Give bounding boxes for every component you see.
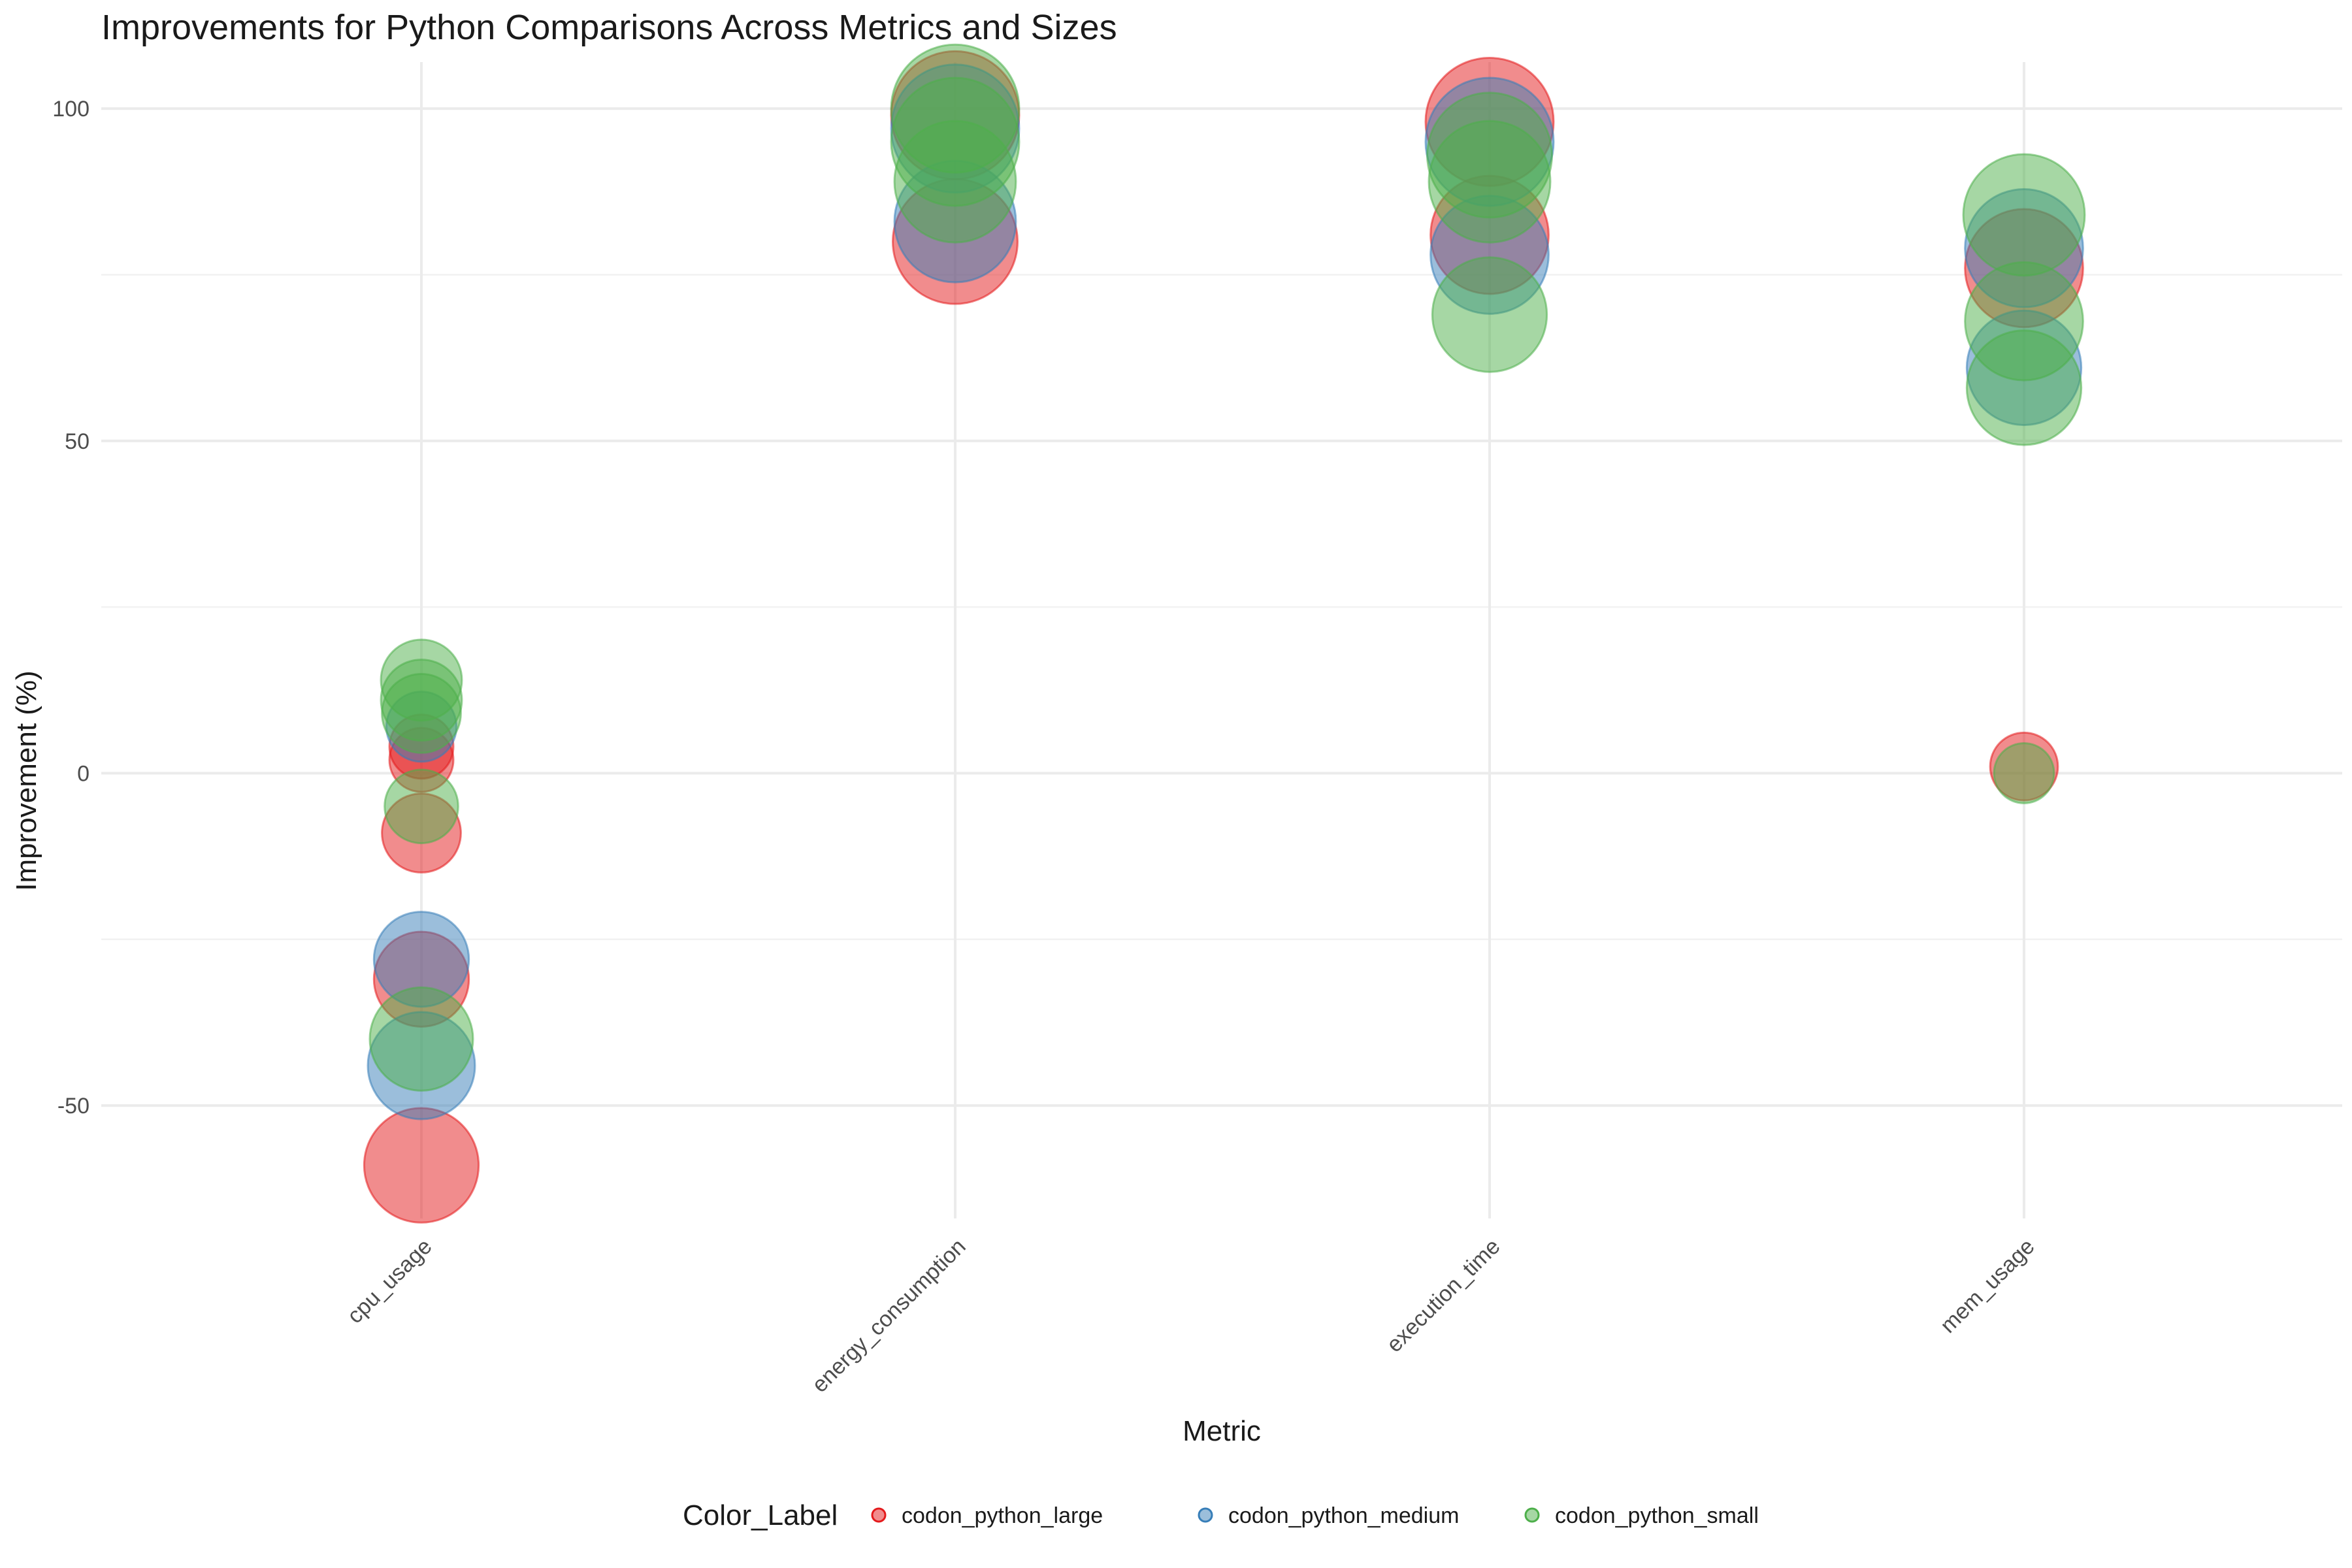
y-tick-label: 50 xyxy=(65,429,90,454)
x-tick-label: cpu_usage xyxy=(342,1234,437,1329)
x-axis-title: Metric xyxy=(1183,1415,1261,1447)
legend-key xyxy=(871,1507,887,1523)
data-point xyxy=(1431,256,1548,373)
x-tick-label: execution_time xyxy=(1382,1234,1505,1358)
data-point xyxy=(384,768,459,845)
x-tick-label: energy_consumption xyxy=(808,1234,971,1397)
series-codon_python_large xyxy=(363,50,2084,1224)
legend: Color_Label codon_python_large codon_pyth… xyxy=(683,1499,1759,1531)
data-point xyxy=(1426,91,1554,219)
y-tick-label: 0 xyxy=(77,761,90,786)
data-point xyxy=(890,43,1021,174)
data-point xyxy=(1964,261,2084,382)
data-point xyxy=(1962,153,2086,277)
y-tick-label: 100 xyxy=(52,97,90,122)
legend-key xyxy=(1198,1507,1213,1523)
bubble-layer xyxy=(363,43,2086,1224)
y-axis-title: Improvement (%) xyxy=(10,670,42,890)
data-point xyxy=(368,986,474,1092)
data-point xyxy=(381,672,462,754)
legend-label: codon_python_medium xyxy=(1228,1503,1459,1528)
legend-key xyxy=(1524,1507,1540,1523)
data-point xyxy=(363,1107,480,1224)
legend-title: Color_Label xyxy=(683,1499,838,1531)
series-codon_python_medium xyxy=(367,63,2084,1120)
y-tick-label: -50 xyxy=(57,1094,90,1119)
x-tick-label: mem_usage xyxy=(1935,1234,2039,1338)
chart-title: Improvements for Python Comparisons Acro… xyxy=(101,8,1117,47)
series-codon_python_small xyxy=(368,43,2086,1092)
legend-label: codon_python_large xyxy=(902,1503,1103,1528)
legend-label: codon_python_small xyxy=(1555,1503,1759,1528)
tick-layer: -50 0 50 100 cpu_usage energy_consumption exec… xyxy=(52,97,2039,1397)
data-point xyxy=(1993,742,2055,804)
